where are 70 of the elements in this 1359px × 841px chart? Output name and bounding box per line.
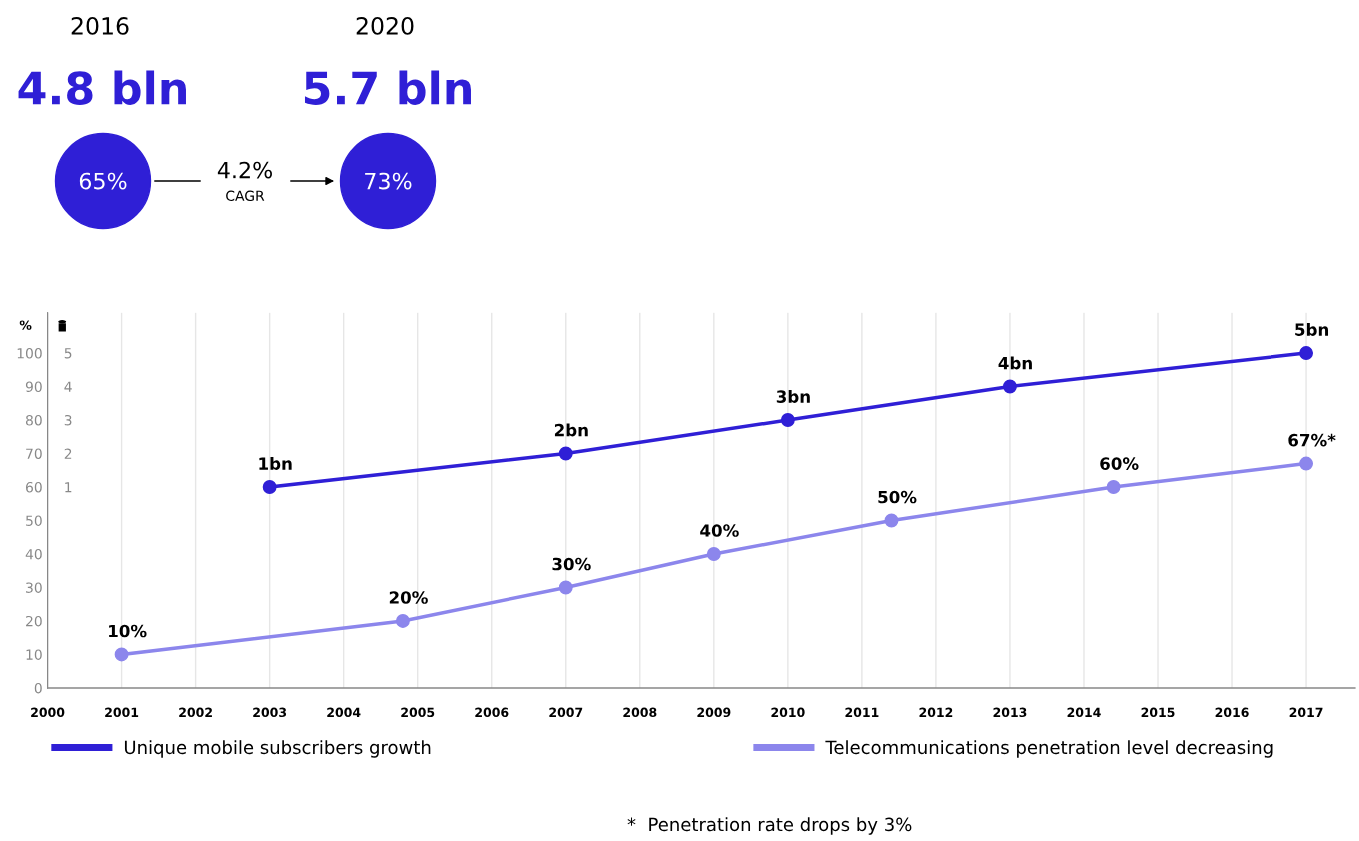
y2-tick-label: 4 (64, 381, 72, 392)
y2-tick-label: 2 (64, 448, 72, 459)
x-tick-label: 2006 (475, 707, 509, 718)
point (780, 413, 795, 427)
x-tick-label: 2005 (401, 707, 435, 718)
x-tick-label: 2008 (623, 707, 657, 718)
x-tick-label: 2012 (919, 707, 953, 718)
point (395, 614, 410, 628)
point (1106, 480, 1121, 494)
data-label: 1bn (259, 456, 292, 470)
point (1299, 346, 1314, 360)
y-tick-label: 30 (26, 582, 42, 593)
text: 4.2% (217, 161, 272, 179)
y-tick-label: 100 (17, 348, 42, 359)
text: 5.7 bln (304, 70, 471, 105)
x-tick-label: 2001 (105, 707, 139, 718)
x-tick-label: 2009 (697, 707, 731, 718)
data-label: 10% (109, 624, 147, 638)
y-tick-label: 0 (34, 682, 42, 694)
y-tick-label: 40 (25, 548, 42, 560)
text: CAGR (226, 190, 265, 202)
point (558, 580, 573, 595)
data-label: 5bn (1295, 323, 1329, 336)
x-tick-label: 2007 (549, 707, 583, 718)
text: 73% (365, 172, 412, 190)
data-label: 4bn (998, 356, 1032, 370)
y2-tick-label: 1 (65, 482, 72, 493)
x-tick-label: 2017 (1289, 707, 1323, 718)
point (1299, 456, 1314, 471)
data-label: 2bn (554, 423, 588, 437)
point (262, 480, 277, 494)
point (706, 547, 721, 561)
x-tick-label: 2011 (845, 707, 879, 718)
y-axis-title: % (19, 320, 32, 330)
x-tick-label: 2003 (253, 707, 287, 718)
x-tick-label: 2002 (179, 707, 212, 718)
point (114, 647, 129, 662)
legend-label: Telecommunications penetration level decreasing (825, 740, 1273, 758)
text: * Penetration rate drops by 3% (627, 817, 912, 835)
data-label: 20% (389, 591, 428, 604)
text: 2020 (356, 16, 414, 35)
x-tick-label: 2014 (1067, 707, 1101, 718)
x-tick-label: 2013 (993, 707, 1027, 718)
point (1003, 379, 1017, 394)
x-tick-label: 2016 (1215, 707, 1249, 718)
y-tick-label: 90 (25, 381, 42, 392)
data-label: 67%* (1288, 433, 1336, 447)
data-label: 3bn (776, 390, 810, 403)
point (558, 446, 573, 461)
y-tick-label: 50 (26, 515, 42, 526)
text: 65% (79, 172, 127, 190)
x-tick-label: 2000 (31, 707, 65, 718)
text: 4.8 bln (18, 70, 186, 105)
data-label: 40% (700, 524, 739, 537)
y2-tick-label: 5 (64, 348, 72, 359)
text: 2016 (71, 16, 129, 35)
y2-tick-label: 3 (64, 414, 72, 426)
x-tick-label: 2015 (1141, 707, 1175, 718)
x-tick-label: 2004 (327, 707, 361, 718)
y-tick-label: 60 (26, 481, 42, 493)
data-label: 60% (1100, 457, 1139, 470)
y-tick-label: 20 (26, 615, 42, 627)
data-label: 50% (878, 490, 917, 504)
legend-label: Unique mobile subscribers growth (124, 740, 431, 758)
data-label: 30% (552, 557, 591, 571)
y-tick-label: 80 (25, 414, 42, 426)
x-tick-label: 2010 (771, 707, 805, 718)
y-tick-label: 70 (26, 448, 42, 459)
y-tick-label: 10 (26, 649, 42, 660)
point (884, 513, 899, 528)
